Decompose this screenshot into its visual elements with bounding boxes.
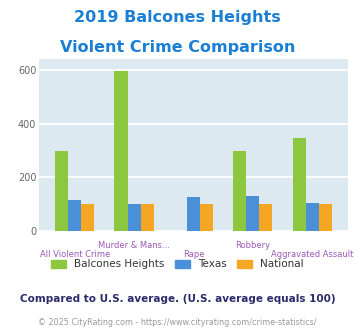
Bar: [293, 139, 306, 231]
Bar: [246, 196, 260, 231]
Text: Compared to U.S. average. (U.S. average equals 100): Compared to U.S. average. (U.S. average …: [20, 294, 335, 304]
Text: Robbery: Robbery: [235, 241, 271, 250]
Text: © 2025 CityRating.com - https://www.cityrating.com/crime-statistics/: © 2025 CityRating.com - https://www.city…: [38, 318, 317, 327]
Bar: [200, 204, 213, 231]
Bar: [233, 151, 246, 231]
Bar: [81, 204, 94, 231]
Text: Murder & Mans...: Murder & Mans...: [98, 241, 170, 250]
Bar: [127, 204, 141, 231]
Bar: [114, 72, 127, 231]
Bar: [68, 200, 81, 231]
Bar: [306, 203, 319, 231]
Bar: [141, 204, 154, 231]
Bar: [260, 204, 273, 231]
Text: Aggravated Assault: Aggravated Assault: [271, 250, 354, 259]
Legend: Balcones Heights, Texas, National: Balcones Heights, Texas, National: [47, 255, 308, 274]
Bar: [319, 204, 332, 231]
Text: Rape: Rape: [183, 250, 204, 259]
Text: Violent Crime Comparison: Violent Crime Comparison: [60, 40, 295, 54]
Bar: [187, 197, 200, 231]
Text: All Violent Crime: All Violent Crime: [39, 250, 110, 259]
Text: 2019 Balcones Heights: 2019 Balcones Heights: [74, 10, 281, 25]
Bar: [55, 150, 68, 231]
